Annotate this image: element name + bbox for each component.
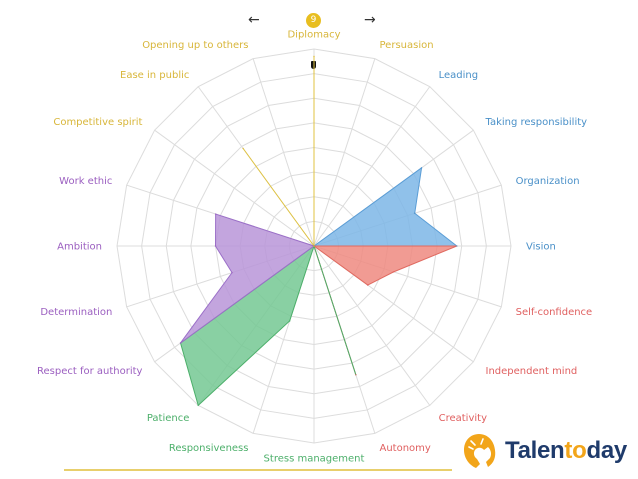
previous-arrow-icon[interactable]: ← [248, 12, 260, 28]
data-point [214, 245, 217, 247]
axis-label: Taking responsibility [485, 117, 588, 128]
axis-label: Determination [40, 307, 112, 318]
axis-label: Vision [526, 242, 556, 253]
brand-name: Talentoday [505, 437, 627, 465]
axis-label: Responsiveness [169, 443, 249, 454]
grid-spoke [252, 58, 315, 247]
talentoday-logo: Talentoday [459, 431, 635, 471]
axis-label: Persuasion [380, 40, 434, 51]
data-point [313, 245, 315, 247]
axis-label: Autonomy [380, 443, 431, 454]
axis-label: Organization [516, 176, 580, 187]
data-point [392, 271, 395, 273]
brand-name-part2: to [564, 437, 587, 464]
data-point [197, 404, 200, 407]
axis-label: Competitive spirit [53, 117, 142, 128]
lion-head-icon [464, 434, 496, 468]
axis-label: Stress management [264, 454, 365, 465]
axis-label: Diplomacy [287, 30, 340, 41]
axis-label: Respect for authority [37, 366, 143, 377]
data-point [313, 55, 315, 58]
axis-label: Work ethic [59, 176, 112, 187]
axis-label: Ease in public [120, 70, 189, 81]
data-point [355, 374, 357, 376]
grid-spoke [313, 58, 376, 247]
data-point [214, 213, 217, 215]
data-point [231, 271, 233, 274]
axis-label: Independent mind [486, 366, 578, 377]
data-point [456, 245, 458, 247]
data-point [288, 320, 291, 322]
axis-label: Leading [439, 70, 479, 81]
brand-name-part3: day [586, 437, 627, 464]
grid-spoke [313, 86, 431, 247]
data-point [242, 147, 244, 150]
grid-spoke [154, 129, 315, 247]
grid-spoke [313, 245, 431, 406]
data-point [413, 212, 416, 215]
axis-label: Creativity [439, 413, 487, 424]
data-point [366, 284, 369, 286]
axis-label: Patience [147, 413, 190, 424]
brand-name-part1: Talen [505, 437, 565, 464]
data-point [420, 167, 423, 169]
data-point [179, 342, 182, 344]
axis-label: Opening up to others [142, 40, 248, 51]
series-area-purple [180, 213, 315, 344]
series-area-yellow [242, 55, 315, 247]
axis-label: Self-confidence [516, 307, 593, 318]
footer-divider [64, 469, 452, 471]
next-arrow-icon[interactable]: → [364, 12, 376, 28]
page-number-badge: 9 [306, 13, 321, 28]
axis-label: Ambition [57, 242, 102, 253]
